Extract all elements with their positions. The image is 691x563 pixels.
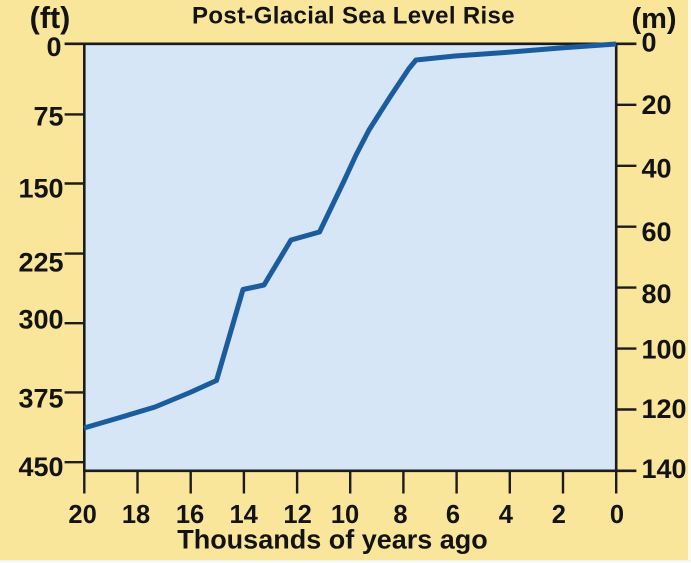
svg-text:4: 4 [499,501,514,529]
svg-text:75: 75 [33,102,63,132]
svg-text:450: 450 [18,452,63,482]
svg-text:8: 8 [393,501,407,529]
svg-text:2: 2 [552,501,566,529]
svg-text:0: 0 [610,501,624,529]
svg-text:14: 14 [230,501,259,529]
svg-text:6: 6 [446,501,460,529]
svg-text:140: 140 [642,454,687,484]
svg-text:100: 100 [642,334,687,364]
svg-text:(ft): (ft) [30,1,71,35]
svg-text:40: 40 [642,154,672,184]
svg-text:10: 10 [331,501,359,529]
svg-text:300: 300 [18,304,63,334]
svg-text:60: 60 [642,217,672,247]
svg-text:Thousands of years ago: Thousands of years ago [177,525,488,555]
svg-text:150: 150 [18,173,63,203]
svg-text:375: 375 [18,384,63,414]
svg-text:Post-Glacial Sea Level Rise: Post-Glacial Sea Level Rise [192,3,515,30]
svg-text:80: 80 [642,279,672,309]
svg-text:18: 18 [122,501,150,529]
svg-text:0: 0 [46,32,61,62]
svg-text:225: 225 [18,247,63,277]
svg-text:20: 20 [642,90,672,120]
svg-text:20: 20 [68,501,96,529]
svg-text:120: 120 [642,394,687,424]
svg-text:0: 0 [642,28,657,58]
svg-text:16: 16 [176,501,204,529]
svg-text:(m): (m) [631,3,676,35]
svg-text:12: 12 [283,501,311,529]
